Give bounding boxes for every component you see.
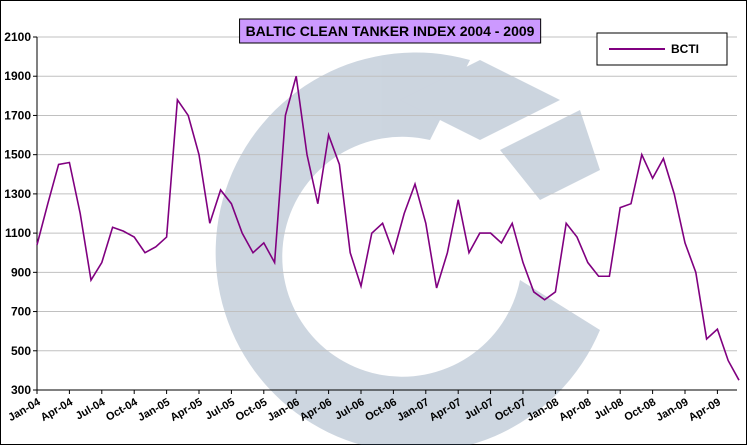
y-tick-label: 1300 [4,187,31,201]
title-background [239,18,542,44]
watermark [215,52,600,445]
y-tick-label: 1500 [4,148,31,162]
y-tick-label: 1700 [4,108,31,122]
y-tick-label: 2100 [4,30,31,44]
chart-title: BALTIC CLEAN TANKER INDEX 2004 - 2009 [246,23,535,39]
y-tick-label: 900 [11,265,31,279]
y-tick-label: 500 [11,344,31,358]
line-series [36,76,740,381]
y-tick-label: 300 [11,383,31,397]
y-tick-label: 1900 [4,69,31,83]
y-tick-label: 1100 [5,226,31,240]
title-box: BALTIC CLEAN TANKER INDEX 2004 - 2009 [239,18,542,44]
y-tick-label: 700 [11,305,31,319]
legend-label: BCTI [671,42,699,56]
